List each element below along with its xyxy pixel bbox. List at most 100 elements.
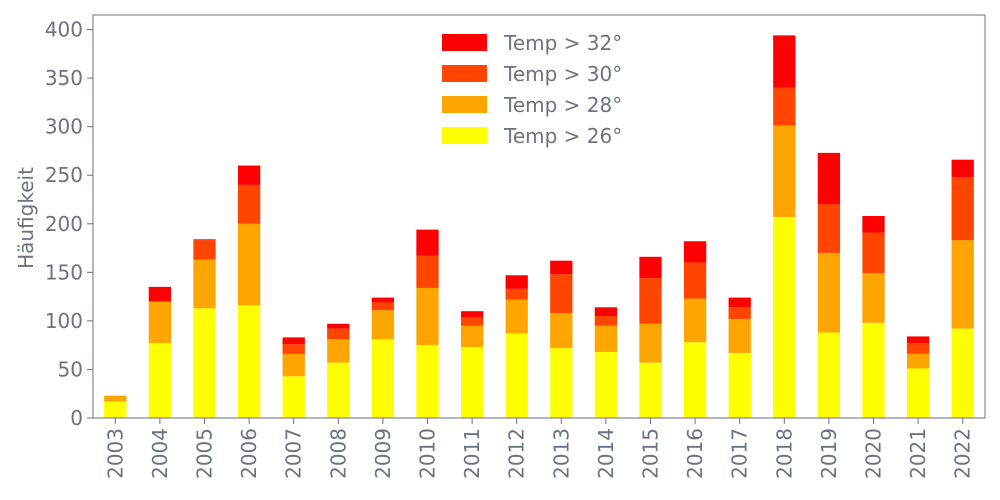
- bar-segment-2011-series-3: [460, 311, 484, 318]
- bar-segment-2017-series-2: [728, 307, 751, 319]
- x-tick-label-2021: 2021: [906, 428, 930, 479]
- bar-segment-2017-series-3: [728, 297, 751, 308]
- bar-segment-2004-series-1: [148, 301, 172, 344]
- bar-segment-2007-series-0: [282, 376, 305, 418]
- y-axis-title: Häufigkeit: [14, 167, 38, 269]
- bar-segment-2013-series-0: [550, 348, 573, 418]
- legend-label-2: Temp > 28°: [503, 93, 622, 117]
- y-axis-ticks: 0 50 100 150 200 250 300 350 400: [45, 18, 93, 430]
- x-tick-label-2012: 2012: [505, 428, 529, 479]
- legend-swatch-3: [442, 127, 487, 144]
- bar-segment-2022-series-1: [951, 240, 974, 329]
- x-tick-label-2010: 2010: [416, 428, 440, 479]
- x-axis-ticks: 2003 2004 2005 2006 2007 2008 2009 2010 2011 2012…: [103, 418, 975, 479]
- bar-segment-2018-series-3: [773, 35, 796, 88]
- bar-segment-2020-series-2: [862, 232, 885, 274]
- bar-segment-2005-series-3: [193, 239, 216, 241]
- x-tick-label-2018: 2018: [772, 428, 796, 479]
- bar-segment-2006-series-0: [237, 305, 261, 418]
- bar-segment-2016-series-2: [683, 262, 707, 299]
- bar-segment-2008-series-1: [327, 339, 350, 363]
- bar-segment-2021-series-1: [906, 353, 930, 369]
- x-tick-label-2003: 2003: [103, 428, 127, 479]
- bar-segment-2017-series-1: [728, 318, 751, 353]
- y-tick-label: 350: [45, 66, 83, 90]
- bar-segment-2020-series-1: [862, 273, 885, 323]
- y-tick-label: 100: [45, 309, 83, 333]
- bar-segment-2021-series-3: [906, 336, 930, 344]
- legend: Temp > 32° Temp > 30° Temp > 28° Temp > 26°: [442, 31, 622, 148]
- legend-label-1: Temp > 30°: [503, 62, 622, 86]
- bar-segment-2004-series-0: [148, 343, 172, 418]
- bar-segment-2022-series-0: [951, 328, 974, 418]
- bar-segment-2004-series-3: [148, 286, 172, 302]
- bar-segment-2009-series-0: [371, 339, 395, 418]
- x-tick-label-2016: 2016: [683, 428, 707, 479]
- bar-segment-2022-series-2: [951, 177, 974, 241]
- bar-segment-2018-series-1: [773, 125, 796, 217]
- legend-swatch-1: [442, 65, 487, 82]
- x-tick-label-2020: 2020: [862, 428, 886, 479]
- bar-segment-2013-series-3: [550, 260, 573, 275]
- y-tick-label: 0: [70, 406, 83, 430]
- bar-segment-2010-series-1: [416, 287, 439, 346]
- bar-segment-2012-series-1: [505, 299, 528, 334]
- x-tick-label-2005: 2005: [193, 428, 217, 479]
- bar-segment-2018-series-2: [773, 87, 796, 126]
- x-tick-label-2009: 2009: [371, 428, 395, 479]
- bar-segment-2005-series-2: [193, 240, 216, 260]
- bar-segment-2012-series-2: [505, 288, 528, 300]
- x-tick-label-2019: 2019: [817, 428, 841, 479]
- bar-segment-2020-series-3: [862, 216, 885, 233]
- bar-segment-2015-series-0: [639, 362, 662, 418]
- bar-segment-2014-series-3: [594, 307, 618, 317]
- bar-segment-2016-series-1: [683, 298, 707, 343]
- bar-segment-2015-series-3: [639, 256, 662, 279]
- bar-segment-2006-series-2: [237, 184, 261, 224]
- bar-segment-2003-series-1: [104, 395, 127, 402]
- x-tick-label-2013: 2013: [549, 428, 573, 479]
- x-tick-label-2004: 2004: [148, 428, 172, 479]
- bar-segment-2008-series-2: [327, 328, 350, 340]
- legend-swatch-0: [442, 34, 487, 51]
- bar-segment-2012-series-0: [505, 333, 528, 418]
- bar-segment-2013-series-2: [550, 274, 573, 314]
- bar-segment-2015-series-1: [639, 323, 662, 363]
- bar-segment-2020-series-0: [862, 322, 885, 418]
- bar-segment-2014-series-0: [594, 351, 618, 418]
- bar-segment-2011-series-2: [460, 317, 484, 326]
- bar-segment-2005-series-1: [193, 259, 216, 309]
- x-tick-label-2022: 2022: [951, 428, 975, 479]
- bar-segment-2021-series-0: [906, 368, 930, 418]
- y-tick-label: 400: [45, 18, 83, 42]
- bar-segment-2019-series-3: [817, 152, 841, 205]
- bar-segment-2008-series-0: [327, 362, 350, 418]
- bar-segment-2007-series-3: [282, 337, 305, 345]
- x-tick-label-2014: 2014: [594, 428, 618, 479]
- bar-segment-2005-series-0: [193, 308, 216, 418]
- bar-segment-2010-series-3: [416, 229, 439, 256]
- y-tick-label: 200: [45, 212, 83, 236]
- bar-segment-2003-series-0: [104, 401, 127, 418]
- y-tick-label: 50: [58, 357, 83, 381]
- y-tick-label: 150: [45, 260, 83, 284]
- bar-segment-2014-series-2: [594, 316, 618, 326]
- x-tick-label-2015: 2015: [639, 428, 663, 479]
- legend-swatch-2: [442, 96, 487, 113]
- x-tick-label-2006: 2006: [237, 428, 261, 479]
- bar-segment-2016-series-0: [683, 342, 707, 418]
- x-tick-label-2008: 2008: [326, 428, 350, 479]
- y-tick-label: 250: [45, 163, 83, 187]
- bar-segment-2018-series-0: [773, 216, 796, 418]
- bar-segment-2006-series-3: [237, 165, 261, 185]
- plot-frame: [92, 14, 986, 419]
- bar-segment-2010-series-2: [416, 255, 439, 288]
- x-tick-label-2011: 2011: [460, 428, 484, 479]
- bar-segment-2013-series-1: [550, 313, 573, 349]
- y-tick-label: 300: [45, 115, 83, 139]
- bar-segment-2011-series-1: [460, 325, 484, 348]
- legend-label-3: Temp > 26°: [503, 124, 622, 148]
- bar-segment-2006-series-1: [237, 223, 261, 306]
- bar-segment-2007-series-1: [282, 353, 305, 377]
- bars-layer: [104, 35, 974, 418]
